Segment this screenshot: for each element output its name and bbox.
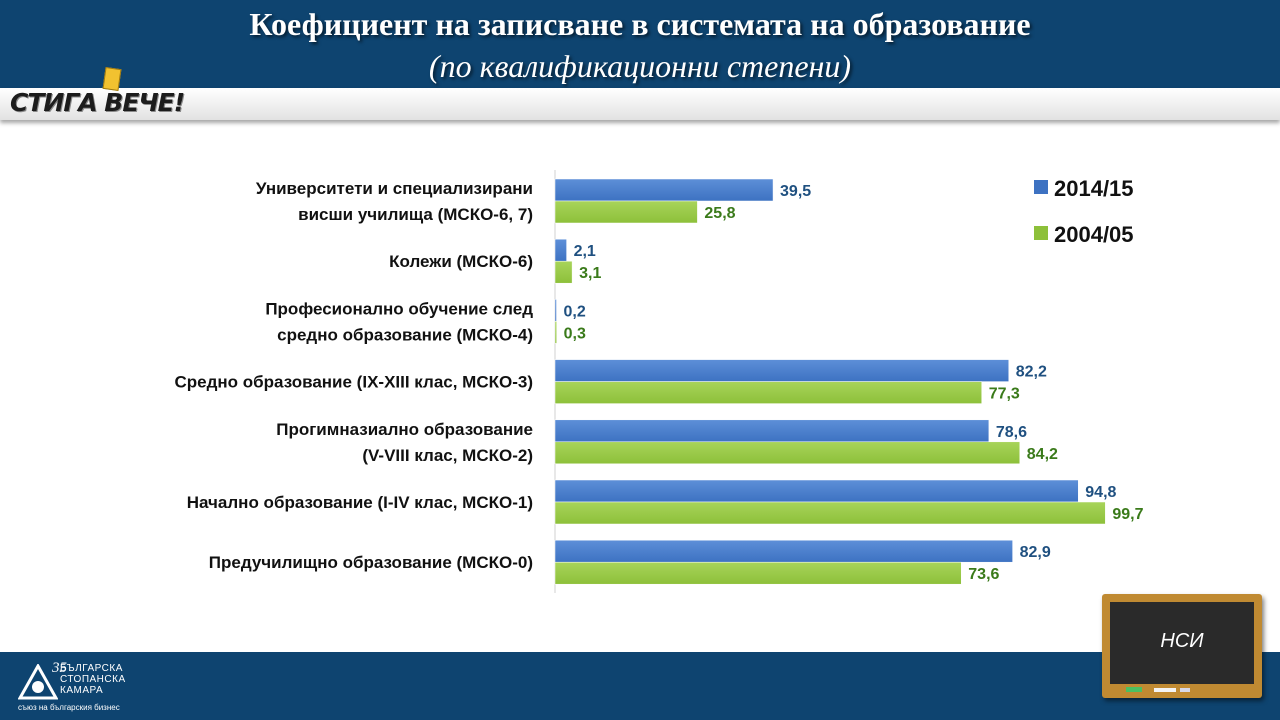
category-label: Средно образование (IX-XIII клас, МСКО-3… — [174, 373, 533, 392]
data-label-2014-15: 94,8 — [1085, 484, 1116, 501]
bar-2004-05 — [554, 200, 698, 224]
bar-2004-05 — [554, 381, 982, 404]
bcc-logo-icon — [18, 664, 58, 700]
category-label: Професионално обучение след — [265, 299, 533, 318]
bar-2014-15 — [554, 178, 774, 202]
category-label: Прогимназиално образование — [276, 420, 533, 439]
category-label: Предучилищно образование (МСКО-0) — [209, 553, 533, 572]
data-label-2004-05: 0,3 — [564, 325, 586, 342]
data-label-2004-05: 99,7 — [1112, 506, 1143, 523]
page-title: Коефициент на записване в системата на о… — [249, 6, 1031, 42]
data-label-2014-15: 0,2 — [564, 303, 586, 320]
bar-2004-05 — [554, 441, 1021, 465]
source-label: НСИ — [1160, 630, 1204, 652]
category-label: висши училища (МСКО-6, 7) — [298, 205, 533, 224]
legend-swatch-2014-15 — [1034, 180, 1048, 194]
chalkboard-surface: НСИ — [1110, 602, 1254, 684]
footer-bar — [0, 652, 1280, 720]
data-label-2004-05: 73,6 — [968, 566, 999, 583]
chalk-icon — [1154, 688, 1176, 692]
data-label-2014-15: 78,6 — [996, 424, 1027, 441]
category-label: Начално образование (I-IV клас, МСКО-1) — [187, 493, 533, 512]
legend-swatch-2004-05 — [1034, 226, 1048, 240]
bcc-name-line: КАМАРА — [60, 685, 104, 696]
category-label: средно образование (МСКО-4) — [277, 325, 533, 344]
bar-2014-15 — [554, 238, 567, 262]
bcc-name-line: СТОПАНСКА — [60, 674, 126, 685]
data-label-2014-15: 2,1 — [574, 243, 596, 260]
bar-2014-15 — [554, 359, 1009, 382]
page-subtitle: (по квалификационни степени) — [428, 48, 852, 84]
legend-label-2014-15: 2014/15 — [1054, 176, 1134, 201]
data-label-2014-15: 39,5 — [780, 183, 811, 200]
bar-2014-15 — [554, 299, 557, 322]
category-label: (V-VIII клас, МСКО-2) — [362, 446, 533, 465]
bar-2004-05 — [554, 260, 573, 284]
bar-2014-15 — [554, 479, 1079, 503]
chalkboard: НСИ — [1102, 594, 1262, 698]
data-label-2004-05: 3,1 — [579, 265, 601, 282]
data-label-2014-15: 82,9 — [1020, 544, 1051, 561]
bcc-years: 35 — [52, 660, 67, 676]
bar-2004-05 — [554, 321, 557, 344]
category-label: Университети и специализирани — [256, 179, 533, 198]
bar-2014-15 — [554, 419, 990, 443]
bar-2014-15 — [554, 539, 1013, 563]
logo-stripe — [0, 88, 1280, 120]
bar-2004-05 — [554, 561, 962, 585]
data-label-2004-05: 84,2 — [1027, 446, 1058, 463]
header-bar — [0, 0, 1280, 88]
bar-2004-05 — [554, 501, 1106, 525]
bcc-slogan: съюз на българския бизнес — [18, 703, 120, 712]
eraser-icon — [1180, 688, 1190, 692]
data-label-2004-05: 77,3 — [989, 386, 1020, 403]
data-label-2014-15: 82,2 — [1016, 364, 1047, 381]
chalk-icon — [1126, 687, 1142, 692]
legend-label-2004-05: 2004/05 — [1054, 222, 1134, 247]
bcc-name-line: БЪЛГАРСКА — [60, 663, 123, 674]
party-logo: СТИГА ВЕЧЕ! — [10, 88, 185, 117]
bcc-name: БЪЛГАРСКА СТОПАНСКА КАМАРА — [60, 663, 150, 696]
category-label: Колежи (МСКО-6) — [389, 252, 533, 271]
data-label-2004-05: 25,8 — [704, 205, 735, 222]
